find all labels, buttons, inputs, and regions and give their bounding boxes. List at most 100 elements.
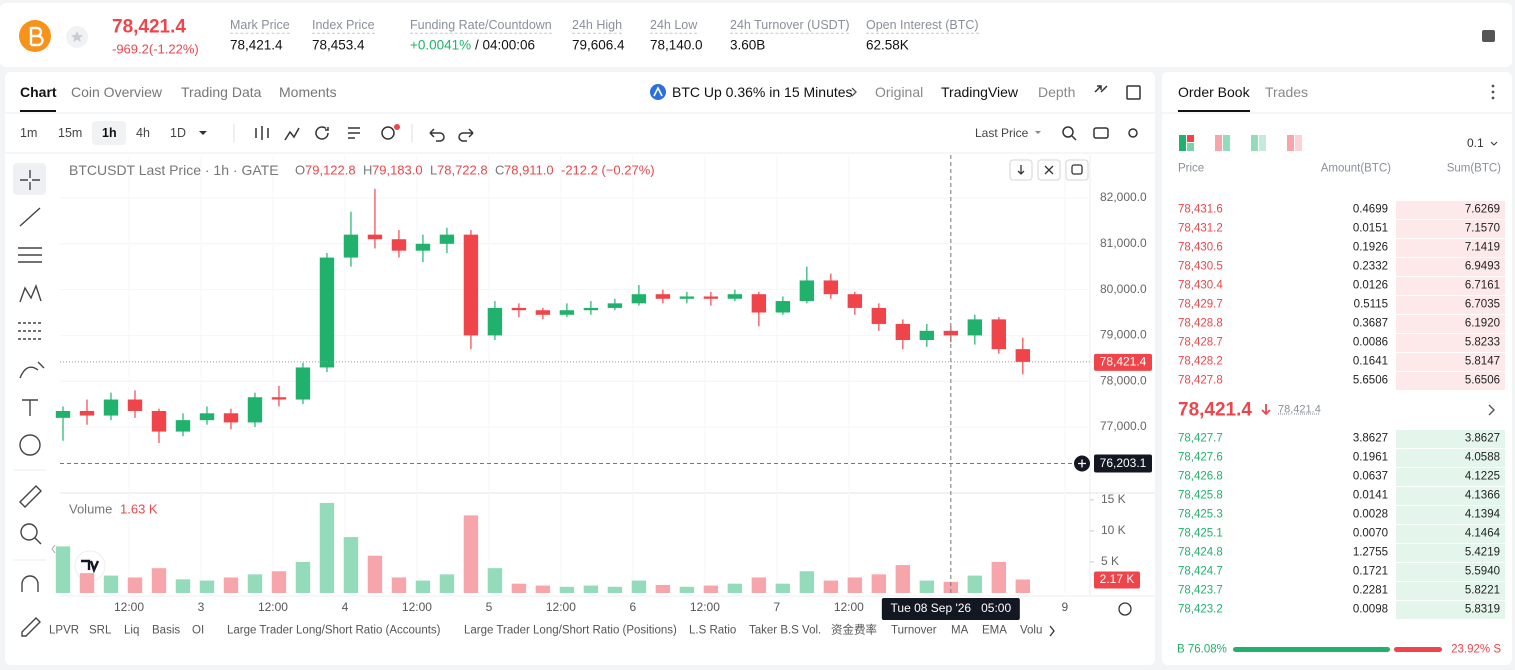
view-tab[interactable]: Original: [875, 84, 924, 100]
ob-amount[interactable]: 0.0070: [1352, 527, 1388, 540]
pane-button[interactable]: [1009, 159, 1033, 181]
ob-amount[interactable]: 0.0086: [1352, 336, 1388, 349]
pattern-tool[interactable]: [19, 284, 42, 303]
ob-price[interactable]: 78,428.2: [1178, 355, 1223, 368]
chart-tab[interactable]: Coin Overview: [71, 84, 163, 100]
ob-sum[interactable]: 4.1464: [1464, 527, 1500, 540]
ob-amount[interactable]: 0.0028: [1352, 508, 1388, 521]
ob-amount[interactable]: 0.2332: [1352, 260, 1388, 273]
ob-amount[interactable]: 0.1926: [1352, 241, 1388, 254]
ob-sum[interactable]: 5.6506: [1464, 374, 1500, 387]
ob-price[interactable]: 78,431.6: [1178, 203, 1223, 216]
chart-tab[interactable]: Trading Data: [181, 84, 262, 100]
banner-chevron[interactable]: [851, 87, 857, 97]
ob-sum[interactable]: 5.8233: [1464, 336, 1500, 349]
ob-sum[interactable]: 4.1394: [1464, 508, 1500, 521]
precision[interactable]: 0.1: [1467, 136, 1484, 150]
projection-tool[interactable]: [18, 322, 42, 340]
expand-icon[interactable]: [1094, 85, 1108, 93]
window-icon[interactable]: [1126, 85, 1141, 100]
ob-price[interactable]: 78,423.7: [1178, 584, 1223, 597]
chart-tab[interactable]: Chart: [20, 84, 57, 100]
ob-price[interactable]: 78,425.1: [1178, 527, 1223, 540]
indicator[interactable]: SRL: [89, 624, 112, 637]
ob-amount[interactable]: 0.4699: [1352, 203, 1388, 216]
view-tab[interactable]: Depth: [1038, 84, 1076, 100]
brush-tool[interactable]: [19, 361, 45, 379]
fib-tool[interactable]: [18, 247, 42, 263]
replay-icon[interactable]: [315, 126, 329, 140]
layout-icon[interactable]: [1482, 30, 1495, 42]
interval[interactable]: 4h: [136, 125, 150, 140]
text-tool[interactable]: [22, 399, 38, 416]
ob-price[interactable]: 78,425.3: [1178, 508, 1223, 521]
ob-sum[interactable]: 6.7035: [1464, 298, 1500, 311]
add-icon[interactable]: [381, 126, 395, 140]
indicator[interactable]: Large Trader Long/Short Ratio (Positions…: [464, 624, 677, 637]
ob-price[interactable]: 78,426.8: [1178, 470, 1223, 483]
ob-price[interactable]: 78,423.2: [1178, 603, 1223, 616]
ob-sum[interactable]: 6.1920: [1464, 317, 1500, 330]
ob-sum[interactable]: 5.8221: [1464, 584, 1500, 597]
ob-price[interactable]: 78,430.4: [1178, 279, 1223, 292]
ob-price[interactable]: 78,431.2: [1178, 222, 1223, 235]
ob-price[interactable]: 78,430.6: [1178, 241, 1223, 254]
ob-amount[interactable]: 0.5115: [1353, 298, 1388, 311]
ob-sum[interactable]: 5.4219: [1464, 546, 1500, 559]
collapse-arrow[interactable]: [51, 544, 56, 554]
price-type[interactable]: Last Price: [975, 126, 1029, 140]
ob-amount[interactable]: 3.8627: [1352, 432, 1388, 445]
ob-amount[interactable]: 0.0098: [1352, 603, 1388, 616]
ob-sum[interactable]: 5.5940: [1464, 565, 1500, 578]
ob-price[interactable]: 78,427.6: [1178, 451, 1223, 464]
ob-amount[interactable]: 0.0126: [1352, 279, 1388, 292]
indicator[interactable]: Volu: [1020, 624, 1043, 637]
ob-sum[interactable]: 7.1570: [1464, 222, 1500, 235]
pane-button[interactable]: [1065, 159, 1089, 181]
ob-view-bids[interactable]: [1251, 135, 1258, 151]
ob-sum[interactable]: 7.6269: [1464, 203, 1500, 216]
ruler-tool[interactable]: [19, 485, 42, 508]
magnet-tool[interactable]: [21, 575, 39, 592]
ob-menu[interactable]: [1491, 84, 1495, 100]
ob-amount[interactable]: 0.0141: [1352, 489, 1388, 502]
interval[interactable]: 1h: [102, 125, 117, 140]
ob-amount[interactable]: 0.1961: [1352, 451, 1388, 464]
indicator[interactable]: Large Trader Long/Short Ratio (Accounts): [227, 624, 441, 637]
ob-view-list[interactable]: [1287, 135, 1294, 151]
interval-caret[interactable]: [199, 131, 207, 135]
candle-type-icon[interactable]: [255, 126, 269, 140]
undo-icon[interactable]: [429, 128, 445, 142]
indicator[interactable]: Basis: [152, 624, 181, 637]
ob-amount[interactable]: 0.2281: [1352, 584, 1388, 597]
indicator[interactable]: 资金费率: [831, 624, 877, 637]
search-icon[interactable]: [1062, 126, 1074, 138]
ob-sum[interactable]: 5.8147: [1464, 355, 1500, 368]
snapshot-icon[interactable]: [1093, 127, 1109, 139]
chart-tab[interactable]: Moments: [279, 84, 337, 100]
pencil-tool[interactable]: [21, 617, 41, 637]
ob-price[interactable]: 78,425.8: [1178, 489, 1223, 502]
redo-icon[interactable]: [458, 128, 474, 142]
ob-sum[interactable]: 4.1366: [1464, 489, 1500, 502]
banner[interactable]: BTC Up 0.36% in 15 Minutes: [672, 84, 853, 100]
indicator[interactable]: Taker B.S Vol.: [749, 624, 822, 637]
ob-amount[interactable]: 0.0637: [1352, 470, 1388, 483]
ob-sum[interactable]: 7.1419: [1464, 241, 1500, 254]
ob-amount[interactable]: 5.6506: [1352, 374, 1388, 387]
ob-price[interactable]: 78,428.8: [1178, 317, 1223, 330]
ob-sum[interactable]: 4.1225: [1464, 470, 1500, 483]
ob-price[interactable]: 78,429.7: [1178, 298, 1223, 311]
ob-amount[interactable]: 0.1641: [1352, 355, 1388, 368]
indicator[interactable]: OI: [192, 624, 205, 637]
ob-tab[interactable]: Trades: [1265, 84, 1309, 100]
axis-settings[interactable]: [1118, 602, 1132, 616]
template-icon[interactable]: [348, 127, 360, 139]
ob-sum[interactable]: 6.7161: [1464, 279, 1500, 292]
view-tab[interactable]: TradingView: [941, 84, 1019, 100]
trendline-tool[interactable]: [19, 207, 41, 227]
indicator[interactable]: L.S Ratio: [689, 624, 737, 637]
ob-price[interactable]: 78,428.7: [1178, 336, 1223, 349]
indicator-scroll[interactable]: [1049, 625, 1055, 637]
indicator[interactable]: Liq: [124, 624, 140, 637]
